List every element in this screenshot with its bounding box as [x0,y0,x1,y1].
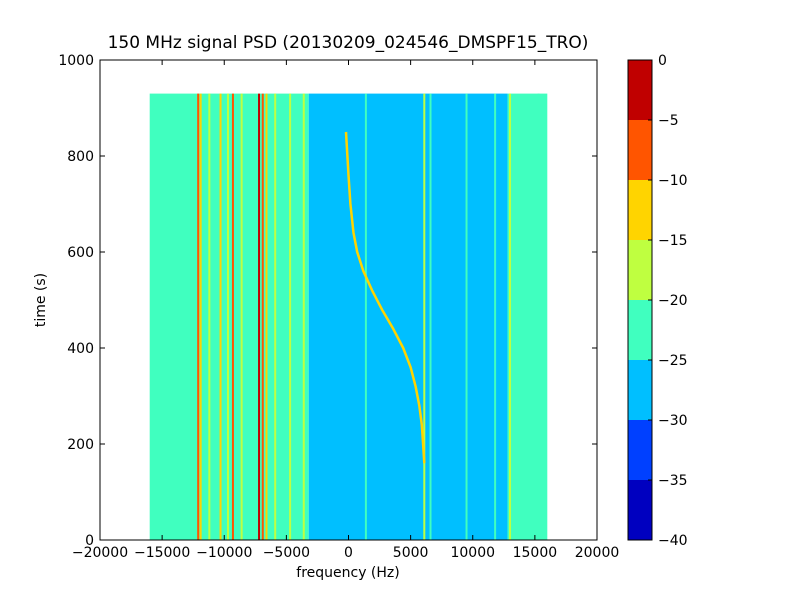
colorbar-tick-label: −5 [658,113,679,129]
x-tick-label: 20000 [575,545,620,561]
heatmap-band [149,93,309,540]
colorbar-tick-label: −40 [658,533,688,549]
heatmap-band [308,93,508,540]
colorbar-tick-label: −10 [658,173,688,189]
x-tick-label: 10000 [450,545,495,561]
colorbar-segment [628,480,652,540]
colorbar-tick-label: −15 [658,233,688,249]
x-axis: −20000 −15000 −10000 −5000 0 5000 10000 15000 20… [72,60,619,561]
colorbar-tick-label: −35 [658,473,688,489]
y-tick-label: 0 [85,533,94,549]
chart-title: 150 MHz signal PSD (20130209_024546_DMSP… [108,33,589,53]
y-axis-label: time (s) [33,273,49,327]
y-tick-label: 1000 [58,53,94,69]
colorbar: −40 −35 −30 −25 −20 −15 −10 −5 0 [627,53,688,549]
y-tick-label: 800 [67,149,94,165]
y-tick-label: 200 [67,437,94,453]
heatmap-band [507,93,548,540]
x-tick-label: −15000 [134,545,190,561]
colorbar-segment [628,240,652,300]
colorbar-tick-label: −30 [658,413,688,429]
y-tick-label: 600 [67,245,94,261]
x-tick-label: 5000 [393,545,429,561]
x-tick-label: −20000 [72,545,128,561]
colorbar-segment [628,60,652,120]
colorbar-segment [628,360,652,420]
doppler-trace [344,131,426,464]
colorbar-tick-label: −20 [658,293,688,309]
colorbar-segment [628,120,652,180]
x-axis-label: frequency (Hz) [296,565,399,581]
heatmap-area [149,93,548,540]
y-axis: 0 200 400 600 800 1000 [58,53,597,549]
colorbar-segment [628,300,652,360]
colorbar-tick-label: 0 [658,53,667,69]
x-tick-label: −5000 [263,545,310,561]
y-tick-label: 400 [67,341,94,357]
x-tick-label: −10000 [196,545,252,561]
x-tick-label: 15000 [513,545,558,561]
colorbar-segment [628,180,652,240]
x-tick-label: 0 [344,545,353,561]
colorbar-tick-label: −25 [658,353,688,369]
colorbar-segment [628,420,652,480]
